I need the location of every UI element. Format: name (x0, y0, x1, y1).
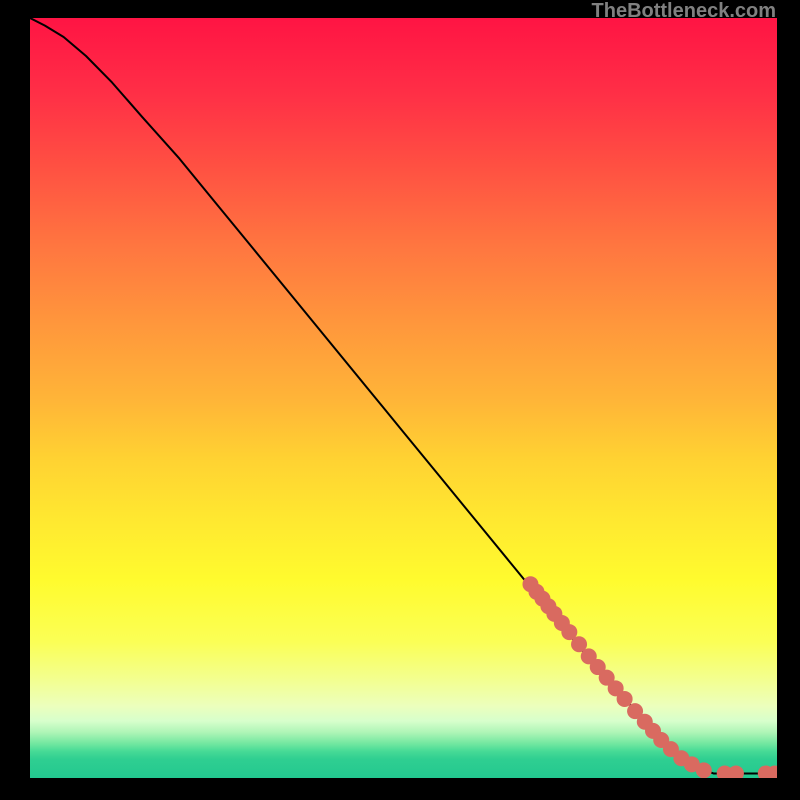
watermark-text: TheBottleneck.com (592, 0, 776, 23)
chart-svg (30, 18, 777, 778)
plot-area (30, 18, 777, 778)
gradient-background (30, 18, 777, 778)
data-marker (696, 762, 712, 778)
data-marker (617, 691, 633, 707)
chart-frame: TheBottleneck.com (0, 0, 800, 800)
